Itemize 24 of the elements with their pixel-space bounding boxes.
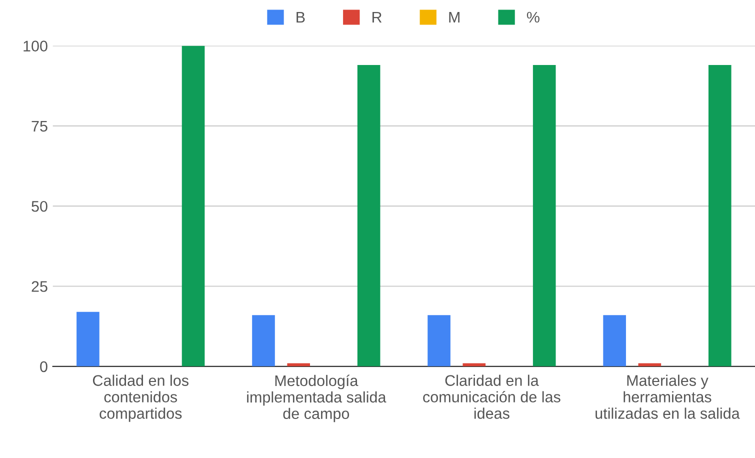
y-tick-label: 50 bbox=[32, 200, 48, 212]
bar bbox=[428, 315, 450, 366]
bar bbox=[76, 312, 100, 366]
y-tick-label: 100 bbox=[24, 40, 48, 52]
bar bbox=[287, 363, 310, 366]
x-tick-label: Materiales y herramientas utilizadas en la salida bbox=[596, 374, 740, 419]
y-tick-label: 75 bbox=[32, 120, 48, 132]
legend-label: % bbox=[526, 12, 540, 23]
legend-label: B bbox=[296, 12, 305, 22]
bar bbox=[182, 46, 205, 366]
bar bbox=[357, 65, 380, 366]
bar bbox=[638, 363, 662, 366]
bar bbox=[252, 315, 275, 366]
bar bbox=[708, 65, 732, 366]
x-tick-label: Calidad en los contenidos compartidos bbox=[92, 374, 188, 422]
legend-label: M bbox=[449, 12, 460, 22]
x-tick-label: Metodología implementada salida de campo bbox=[247, 374, 386, 422]
bar bbox=[462, 363, 486, 366]
legend-label: R bbox=[372, 12, 382, 22]
bar bbox=[532, 65, 556, 366]
bar bbox=[603, 315, 626, 366]
x-tick-label: Claridad en la comunicación de las ideas bbox=[423, 374, 560, 419]
y-tick-label: 0 bbox=[40, 361, 48, 372]
y-tick-label: 25 bbox=[32, 281, 48, 292]
